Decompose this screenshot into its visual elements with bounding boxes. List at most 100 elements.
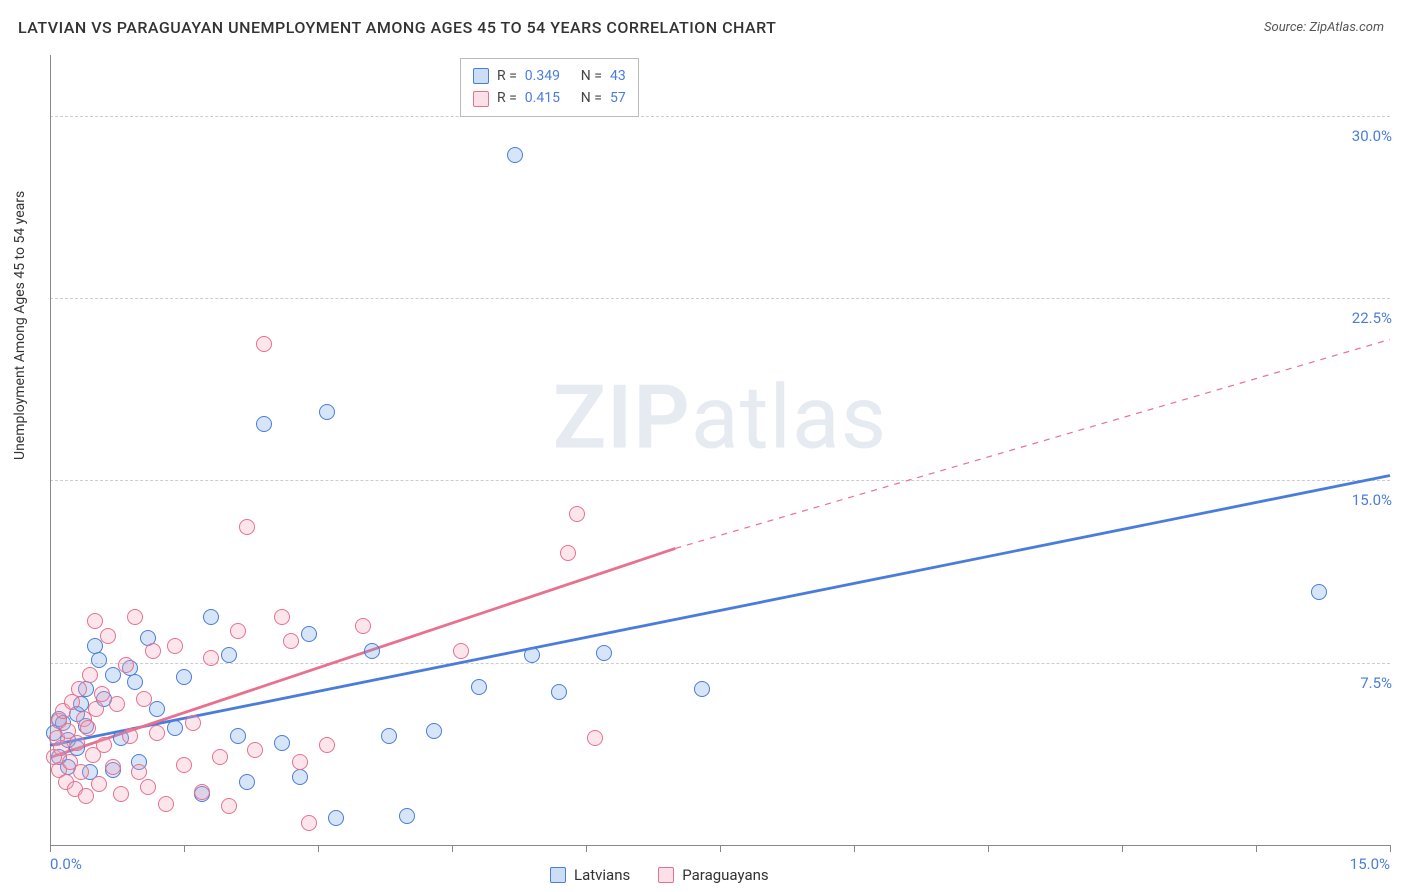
x-tick-mark <box>1122 845 1123 852</box>
x-tick-mark <box>988 845 989 852</box>
x-tick-mark <box>586 845 587 852</box>
scatter-point <box>256 336 272 352</box>
scatter-point <box>301 626 317 642</box>
source-attribution: Source: ZipAtlas.com <box>1264 20 1384 35</box>
scatter-point <box>203 650 219 666</box>
scatter-point <box>149 701 165 717</box>
scatter-point <box>176 757 192 773</box>
chart-title: LATVIAN VS PARAGUAYAN UNEMPLOYMENT AMONG… <box>18 18 776 37</box>
scatter-point <box>292 754 308 770</box>
scatter-point <box>292 769 308 785</box>
scatter-point <box>71 681 87 697</box>
n-label: N = <box>581 65 602 87</box>
correlation-legend: R =0.349N =43R =0.415N =57 <box>460 58 639 117</box>
scatter-point <box>158 796 174 812</box>
x-tick-label: 15.0% <box>1350 855 1390 873</box>
x-tick-mark <box>50 845 51 852</box>
scatter-point <box>167 720 183 736</box>
scatter-point <box>88 701 104 717</box>
scatter-point <box>587 730 603 746</box>
scatter-point <box>185 715 201 731</box>
scatter-point <box>73 764 89 780</box>
legend-swatch <box>473 68 489 84</box>
scatter-point <box>221 647 237 663</box>
scatter-point <box>247 742 263 758</box>
scatter-point <box>127 674 143 690</box>
series-name: Paraguayans <box>682 866 768 884</box>
correlation-legend-row: R =0.415N =57 <box>473 87 626 109</box>
scatter-point <box>149 725 165 741</box>
r-value: 0.415 <box>525 87 573 109</box>
scatter-point <box>113 786 129 802</box>
scatter-point <box>136 691 152 707</box>
source-name: ZipAtlas.com <box>1309 20 1384 35</box>
legend-swatch <box>473 91 489 107</box>
scatter-point <box>239 519 255 535</box>
x-tick-mark <box>1256 845 1257 852</box>
scatter-point <box>507 147 523 163</box>
x-tick-label: 0.0% <box>50 855 82 873</box>
scatter-point <box>551 684 567 700</box>
scatter-point <box>127 609 143 625</box>
scatter-point <box>319 737 335 753</box>
x-tick-mark <box>1390 845 1391 852</box>
scatter-point <box>596 645 612 661</box>
scatter-point <box>471 679 487 695</box>
trend-line-solid <box>50 476 1390 746</box>
scatter-point <box>91 776 107 792</box>
scatter-point <box>91 652 107 668</box>
scatter-point <box>399 808 415 824</box>
scatter-point <box>239 774 255 790</box>
scatter-point <box>381 728 397 744</box>
scatter-point <box>328 810 344 826</box>
scatter-point <box>53 740 69 756</box>
scatter-point <box>694 681 710 697</box>
scatter-point <box>212 749 228 765</box>
scatter-point <box>283 633 299 649</box>
scatter-point <box>1311 584 1327 600</box>
scatter-point <box>524 647 540 663</box>
scatter-point <box>69 735 85 751</box>
scatter-point <box>96 737 112 753</box>
trend-line-dashed <box>675 339 1390 548</box>
scatter-point <box>145 643 161 659</box>
r-label: R = <box>497 65 517 87</box>
series-legend-item: Paraguayans <box>658 866 768 884</box>
scatter-point <box>364 643 380 659</box>
series-name: Latvians <box>574 866 630 884</box>
x-tick-mark <box>184 845 185 852</box>
scatter-point <box>78 788 94 804</box>
scatter-point <box>355 618 371 634</box>
r-label: R = <box>497 87 517 109</box>
scatter-point <box>194 784 210 800</box>
series-legend: Latvians Paraguayans <box>550 866 769 884</box>
scatter-point <box>256 416 272 432</box>
correlation-chart: LATVIAN VS PARAGUAYAN UNEMPLOYMENT AMONG… <box>0 0 1406 892</box>
source-label: Source: <box>1264 20 1306 35</box>
scatter-point <box>167 638 183 654</box>
scatter-point <box>319 404 335 420</box>
scatter-point <box>118 657 134 673</box>
scatter-point <box>221 798 237 814</box>
n-value: 43 <box>610 65 626 87</box>
scatter-point <box>203 609 219 625</box>
n-value: 57 <box>610 87 626 109</box>
scatter-point <box>100 628 116 644</box>
x-tick-mark <box>720 845 721 852</box>
x-tick-mark <box>854 845 855 852</box>
x-tick-mark <box>318 845 319 852</box>
correlation-legend-row: R =0.349N =43 <box>473 65 626 87</box>
scatter-point <box>426 723 442 739</box>
scatter-point <box>140 779 156 795</box>
scatter-point <box>301 815 317 831</box>
series-legend-item: Latvians <box>550 866 630 884</box>
trend-lines-svg <box>50 55 1390 845</box>
plot-area: ZIPatlas 7.5%15.0%22.5%30.0%0.0%15.0% <box>50 55 1390 845</box>
scatter-point <box>105 759 121 775</box>
scatter-point <box>131 764 147 780</box>
scatter-point <box>230 728 246 744</box>
scatter-point <box>453 643 469 659</box>
y-axis-label: Unemployment Among Ages 45 to 54 years <box>12 191 28 460</box>
scatter-point <box>176 669 192 685</box>
scatter-point <box>122 728 138 744</box>
